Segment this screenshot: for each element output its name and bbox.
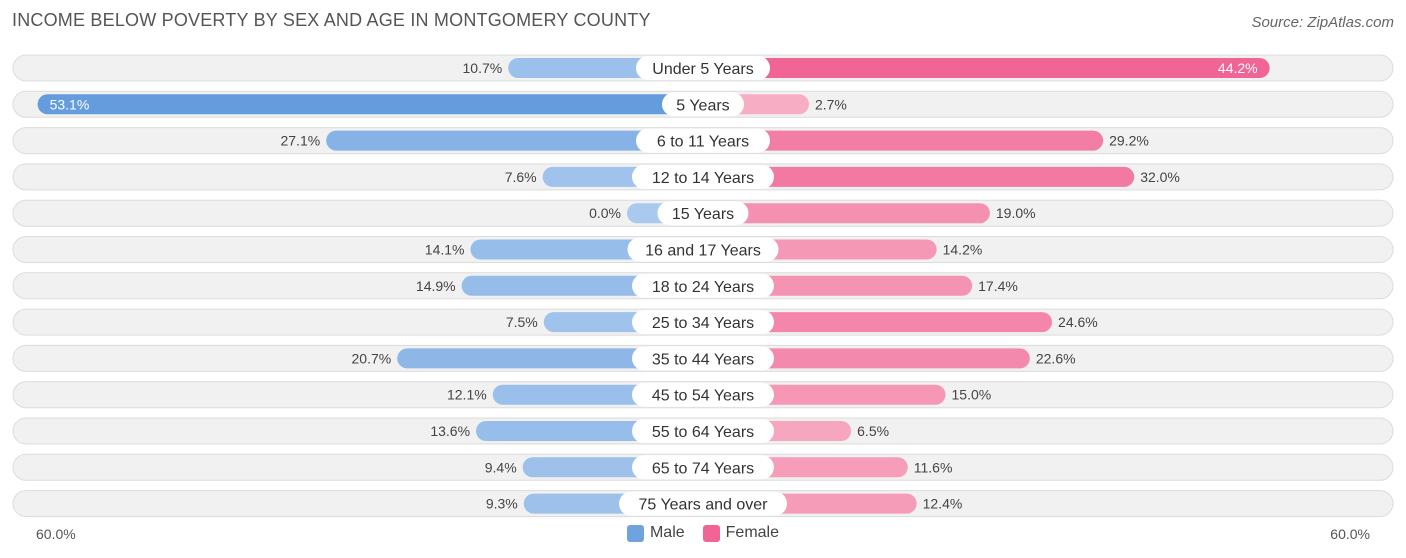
male-value-label: 27.1% [280,133,320,149]
legend-label-female: Female [725,524,780,541]
chart-row: 10.7% 44.2% Under 5 Years [12,54,1394,82]
chart-row: 7.6% 32.0% 12 to 14 Years [12,163,1394,191]
axis-left-label: 60.0% [36,526,76,542]
category-label: 15 Years [672,206,734,223]
category-label-background [632,382,774,407]
category-label: 18 to 24 Years [652,279,754,296]
male-value-label: 9.3% [486,496,518,512]
category-label: 55 to 64 Years [652,424,754,441]
chart-row: 14.1% 14.2% 16 and 17 Years [12,236,1394,263]
female-bar [703,166,1135,187]
category-label: 35 to 44 Years [652,351,754,368]
male-value-label: 7.6% [505,169,537,185]
chart-row: 14.9% 17.4% 18 to 24 Years [12,272,1394,300]
chart-row: 7.5% 24.6% 25 to 34 Years [12,308,1394,336]
male-value-label: 12.1% [447,387,487,403]
category-label: 6 to 11 Years [657,134,749,151]
female-value-label: 22.6% [1036,350,1076,366]
male-bar [326,130,703,151]
category-label-background [632,455,774,480]
female-value-label: 2.7% [815,96,847,112]
chart-source: Source: ZipAtlas.com [1251,14,1394,31]
category-label: 75 Years and over [639,497,769,514]
legend-item-male[interactable]: Male [626,524,685,542]
category-label-background [632,273,774,298]
male-value-label: 0.0% [589,205,621,221]
male-value-label: 10.7% [463,60,503,76]
category-label: 25 to 34 Years [652,315,754,332]
category-label-background [636,56,770,80]
female-bar [703,130,1104,151]
category-label-background [632,346,774,371]
male-bar [397,348,703,369]
male-value-label: 7.5% [506,314,538,330]
category-label: 12 to 14 Years [652,170,754,187]
female-value-label: 17.4% [978,278,1018,294]
female-value-label: 14.2% [943,242,983,258]
male-value-label: 13.6% [430,423,470,439]
category-label-background [632,164,774,189]
male-value-label: 14.9% [416,278,456,294]
male-value-label: 53.1% [50,96,90,112]
category-label: 45 to 54 Years [652,388,754,405]
chart-row: 0.0% 19.0% 15 Years [12,199,1394,227]
female-bar [703,348,1030,369]
category-label: 65 to 74 Years [652,460,754,477]
male-bar [37,94,703,115]
female-value-label: 12.4% [923,496,963,512]
category-label-background [657,201,749,226]
female-bar [703,203,990,224]
male-value-label: 20.7% [352,350,392,366]
female-value-label: 6.5% [857,423,889,439]
category-label: Under 5 Years [652,61,753,78]
legend-item-female[interactable]: Female [702,524,780,542]
legend-swatch-male [626,524,644,542]
legend: Male Female [0,524,1406,542]
chart-row: 12.1% 15.0% 45 to 54 Years [12,381,1394,409]
category-label-background [627,237,779,262]
female-value-label: 32.0% [1140,169,1180,185]
category-label-background [619,491,787,516]
chart-plot: 10.7% 44.2% Under 5 Years 53.1% 2.7% 5 Years 2… [12,54,1394,518]
category-label: 16 and 17 Years [645,243,761,260]
male-value-label: 14.1% [425,242,465,258]
female-bar [703,312,1053,333]
chart-row: 13.6% 6.5% 55 to 64 Years [12,417,1394,445]
legend-label-male: Male [649,524,685,541]
chart-row: 9.3% 12.4% 75 Years and over [12,490,1394,518]
category-label-background [636,128,770,153]
category-label: 5 Years [676,97,729,114]
chart-row: 9.4% 11.6% 65 to 74 Years [12,453,1394,481]
chart-row: 27.1% 29.2% 6 to 11 Years [12,127,1394,155]
axis-right-label: 60.0% [1330,526,1370,542]
chart-row: 53.1% 2.7% 5 Years [12,90,1394,118]
chart-row: 20.7% 22.6% 35 to 44 Years [12,344,1394,372]
female-value-label: 19.0% [996,205,1036,221]
female-value-label: 44.2% [1218,60,1258,76]
category-label-background [662,92,744,117]
category-label-background [632,310,774,335]
female-bar [703,58,1270,78]
female-value-label: 29.2% [1109,133,1149,149]
legend-swatch-female [702,524,720,542]
category-label-background [632,419,774,443]
female-value-label: 11.6% [914,459,953,475]
female-value-label: 24.6% [1058,314,1098,330]
male-value-label: 9.4% [485,459,517,475]
female-value-label: 15.0% [952,387,992,403]
chart-title: INCOME BELOW POVERTY BY SEX AND AGE IN M… [12,10,651,30]
